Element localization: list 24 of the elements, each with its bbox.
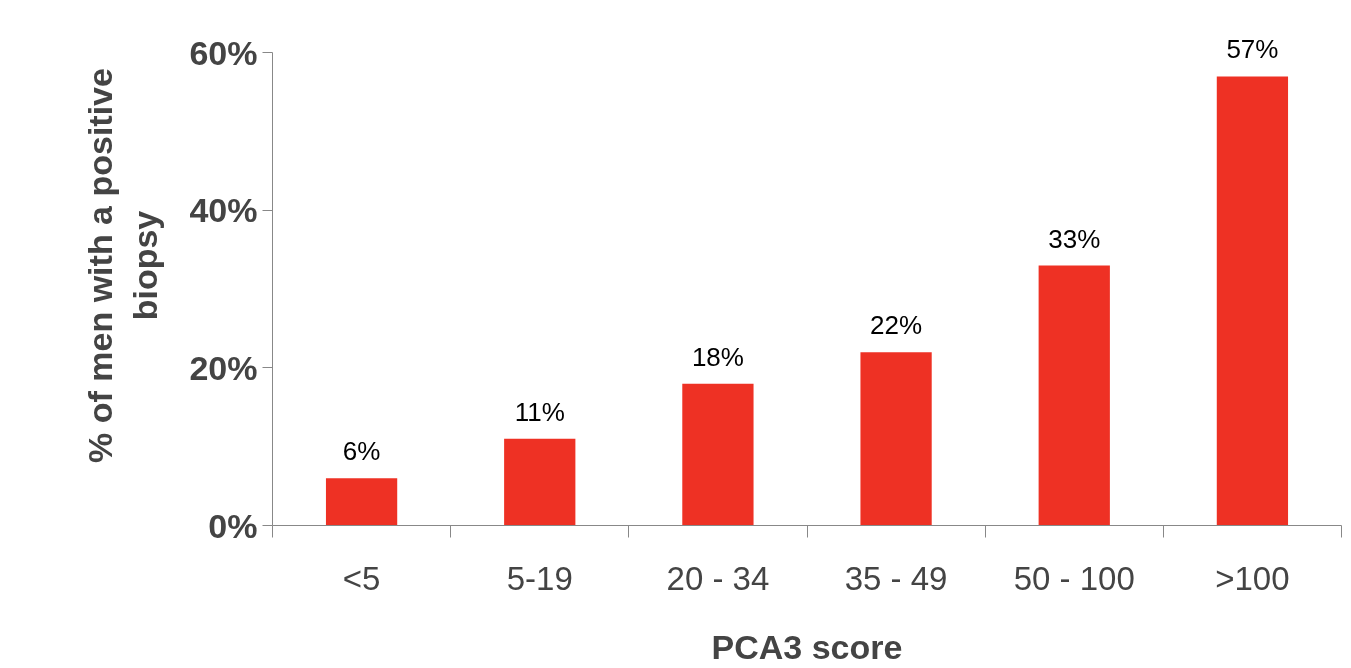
bar: [1216, 76, 1289, 526]
data-label: 6%: [342, 436, 381, 467]
bar: [504, 438, 576, 526]
y-tick-label: 0%: [208, 506, 258, 545]
bar: [325, 478, 398, 526]
bar: [1038, 265, 1110, 526]
bar: [860, 352, 932, 526]
data-label: 11%: [514, 396, 565, 427]
x-tick-label: <5: [342, 559, 381, 597]
x-tick-label: 20 - 34: [666, 559, 770, 597]
data-label: 22%: [870, 310, 923, 341]
y-axis-title: % of men with a positive biopsy: [80, 68, 165, 463]
data-label: 57%: [1226, 34, 1279, 65]
data-label: 33%: [1048, 223, 1101, 254]
y-tick-label: 20%: [189, 348, 258, 387]
x-tick-label: 35 - 49: [844, 559, 948, 597]
y-tick-label: 40%: [189, 191, 258, 230]
bar: [682, 383, 754, 526]
data-label: 18%: [691, 341, 744, 372]
x-tick-label: >100: [1215, 559, 1290, 597]
x-tick-label: 5-19: [506, 559, 573, 597]
x-tick-label: 50 - 100: [1013, 559, 1135, 597]
y-tick-label: 60%: [189, 33, 258, 72]
x-axis-title: PCA3 score: [711, 627, 903, 666]
